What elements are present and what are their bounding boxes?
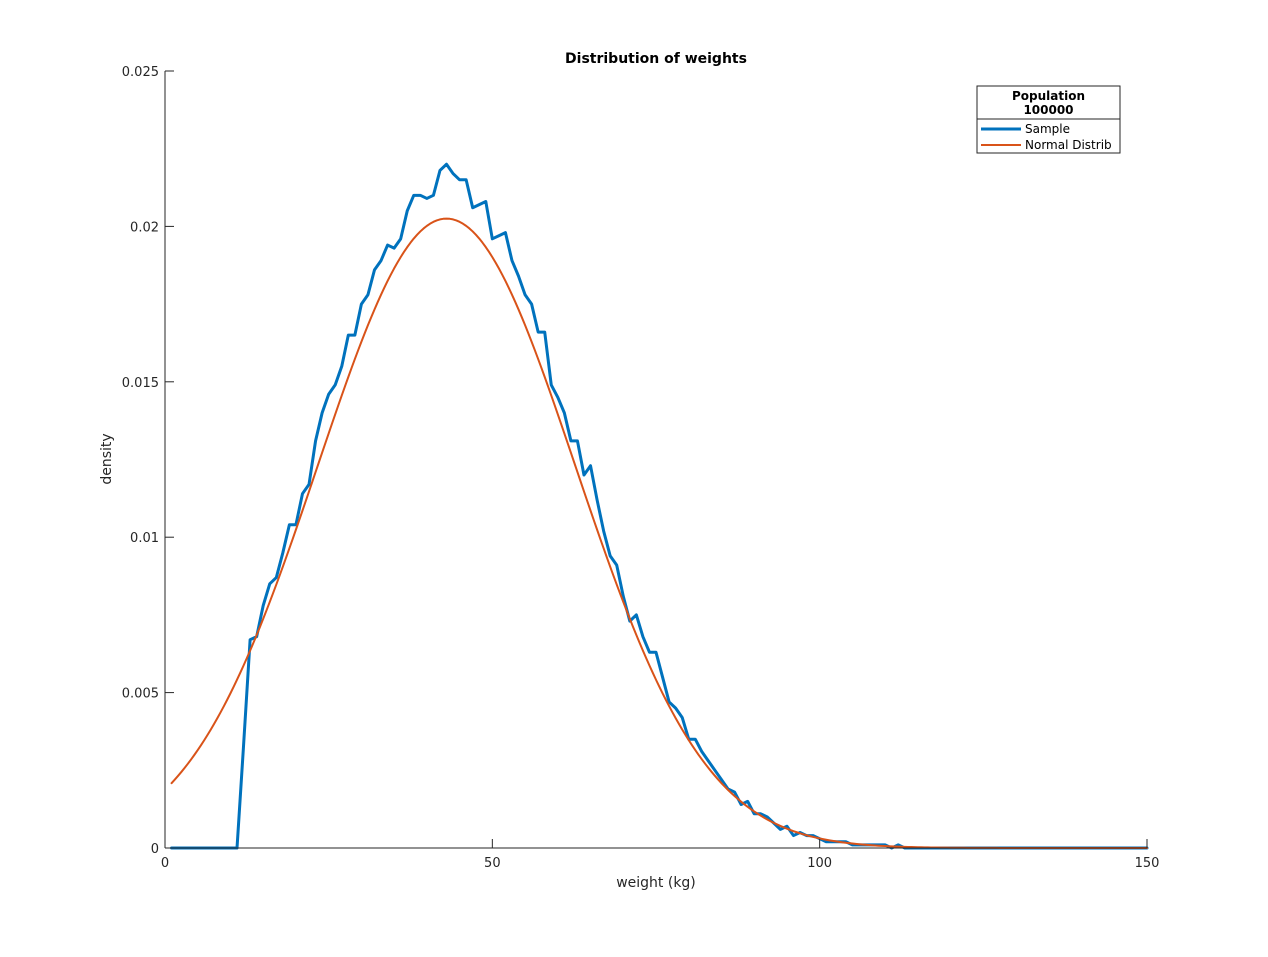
plot-area [170, 162, 1149, 850]
x-tick-label: 50 [484, 856, 501, 871]
x-axis-label: weight (kg) [616, 875, 696, 891]
legend-title-line: 100000 [1023, 103, 1073, 117]
y-tick-label: 0 [151, 842, 159, 857]
y-axis-label: density [99, 433, 115, 484]
axes: 0 50 100 150 0 0.005 0.01 0.015 0.02 0.025 [122, 65, 1160, 871]
legend-entry-label: Sample [1025, 122, 1070, 136]
y-tick-label: 0.015 [122, 376, 159, 391]
series-line-normal-distrib [170, 217, 1148, 849]
x-tick-label: 100 [807, 856, 832, 871]
series-line-sample [170, 162, 1149, 850]
x-tick-label: 0 [161, 856, 169, 871]
chart-title: Distribution of weights [565, 51, 747, 67]
y-tick-label: 0.005 [122, 687, 159, 702]
legend-title-line: Population [1012, 89, 1085, 103]
legend-entry-label: Normal Distrib [1025, 138, 1112, 152]
y-tick-label: 0.025 [122, 65, 159, 80]
y-tick-label: 0.01 [130, 531, 159, 546]
x-tick-label: 150 [1135, 856, 1160, 871]
y-tick-label: 0.02 [130, 220, 159, 235]
